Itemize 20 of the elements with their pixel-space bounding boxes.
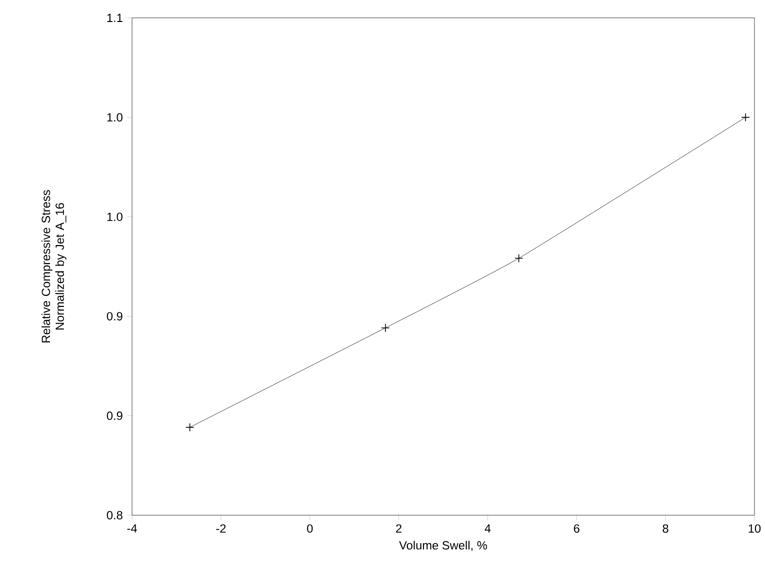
point <box>185 423 194 432</box>
x-axis-title: Volume Swell, % <box>399 540 487 552</box>
y-axis-title: Relative Compressive Stress Normalized by Jet A_16 <box>41 190 66 343</box>
x-tick-label: 0 <box>307 524 313 533</box>
x-tick-label: 6 <box>574 524 580 533</box>
point <box>741 113 750 122</box>
x-tick-label: -2 <box>216 524 226 533</box>
point <box>514 254 524 263</box>
y-tick-label: 1.0 <box>107 212 122 222</box>
x-tick-label: -4 <box>127 524 137 533</box>
y-tick-label: 1.1 <box>107 14 122 22</box>
point <box>381 324 390 332</box>
y-tick-label: 0.9 <box>106 312 122 321</box>
x-tick-label: 8 <box>662 524 668 533</box>
x-tick-label: 4 <box>484 524 491 533</box>
y-tick-label: 0.9 <box>106 412 122 420</box>
y-tick-label: 0.8 <box>106 511 122 520</box>
y-tick-label: 1.0 <box>107 113 122 122</box>
x-tick-label: 10 <box>748 524 761 533</box>
x-tick-label: 2 <box>396 524 402 533</box>
